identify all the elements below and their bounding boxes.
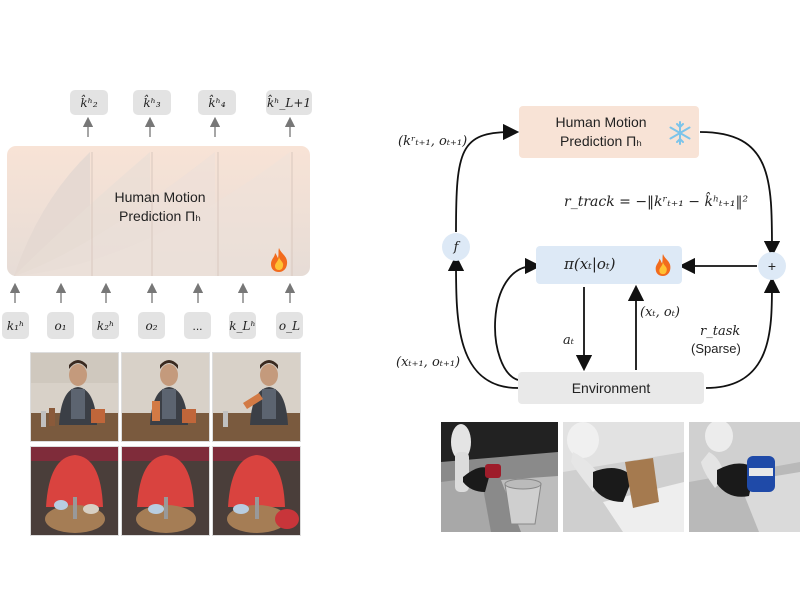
output-chip-k2: k̂ʰ₂ bbox=[70, 90, 108, 115]
fire-icon bbox=[271, 248, 288, 272]
predictor-title: Human Motion Prediction Πₕ bbox=[541, 113, 661, 151]
video-frame-kitchen-3 bbox=[212, 446, 301, 536]
input-chip: k_Lʰ bbox=[229, 312, 256, 339]
input-chip: o₁ bbox=[47, 312, 74, 339]
output-label: k̂ʰ₃ bbox=[143, 95, 161, 110]
fire-icon bbox=[655, 254, 671, 276]
policy-box: π(xₜ|oₜ) bbox=[536, 246, 682, 284]
input-chip: o_L bbox=[276, 312, 303, 339]
environment-label: Environment bbox=[571, 380, 651, 396]
video-frame-cooking-2 bbox=[121, 352, 210, 442]
input-label: o_L bbox=[278, 318, 301, 333]
sim-scene-can bbox=[689, 422, 800, 532]
predictor-title-line1: Human Motion bbox=[555, 114, 647, 130]
output-chip-k3: k̂ʰ₃ bbox=[133, 90, 171, 115]
video-frame-kitchen-1 bbox=[30, 446, 119, 536]
f-node-label: f bbox=[453, 239, 459, 255]
video-frame-kitchen-2 bbox=[121, 446, 210, 536]
plus-node-label: + bbox=[767, 258, 777, 274]
output-chip-k4: k̂ʰ₄ bbox=[198, 90, 236, 115]
sim-scene-bucket bbox=[441, 422, 558, 532]
predictor-title-line2: Prediction Πₕ bbox=[560, 133, 642, 149]
video-frame-cooking-1 bbox=[30, 352, 119, 442]
snowflake-icon bbox=[669, 121, 691, 145]
input-chip-ellipsis: ... bbox=[184, 312, 211, 339]
bottom-left-input-label: (xₜ₊₁, oₜ₊₁) bbox=[396, 355, 461, 370]
top-left-input-label: (kʳₜ₊₁, oₜ₊₁) bbox=[398, 134, 468, 149]
input-label: o₁ bbox=[54, 318, 67, 333]
video-frame-cooking-3 bbox=[212, 352, 301, 442]
plus-node: + bbox=[758, 252, 786, 280]
policy-label: π(xₜ|oₜ) bbox=[564, 255, 616, 273]
input-label: k_Lʰ bbox=[229, 318, 256, 333]
r-task-label: r_task bbox=[700, 324, 741, 339]
input-label: k₂ʰ bbox=[96, 318, 115, 333]
right-diagram-lines bbox=[447, 123, 781, 389]
left-block-title-line2: Prediction Πₕ bbox=[119, 208, 201, 224]
input-label: o₂ bbox=[145, 318, 158, 333]
output-label: k̂ʰ_L+1 bbox=[266, 95, 312, 110]
f-node: f bbox=[442, 233, 470, 261]
action-label: aₜ bbox=[563, 333, 574, 348]
sim-scene-box bbox=[563, 422, 684, 532]
r-track-formula: r_track = −‖kʳₜ₊₁ − k̂ʰₜ₊₁‖² bbox=[564, 194, 749, 210]
environment-box: Environment bbox=[518, 372, 704, 404]
input-label: ... bbox=[192, 318, 203, 333]
output-label: k̂ʰ₄ bbox=[208, 95, 226, 110]
left-block-title: Human Motion Prediction Πₕ bbox=[70, 188, 250, 226]
input-chip: k₁ʰ bbox=[2, 312, 29, 339]
input-chip: k₂ʰ bbox=[92, 312, 119, 339]
output-chip-kL1: k̂ʰ_L+1 bbox=[266, 90, 312, 115]
observation-label: (xₜ, oₜ) bbox=[640, 305, 680, 320]
left-diagram-lines bbox=[7, 116, 310, 303]
output-label: k̂ʰ₂ bbox=[80, 95, 98, 110]
input-label: k₁ʰ bbox=[6, 318, 25, 333]
r-task-note: (Sparse) bbox=[691, 341, 741, 356]
predictor-box: Human Motion Prediction Πₕ bbox=[519, 106, 699, 158]
input-chip: o₂ bbox=[138, 312, 165, 339]
left-block-title-line1: Human Motion bbox=[114, 189, 206, 205]
